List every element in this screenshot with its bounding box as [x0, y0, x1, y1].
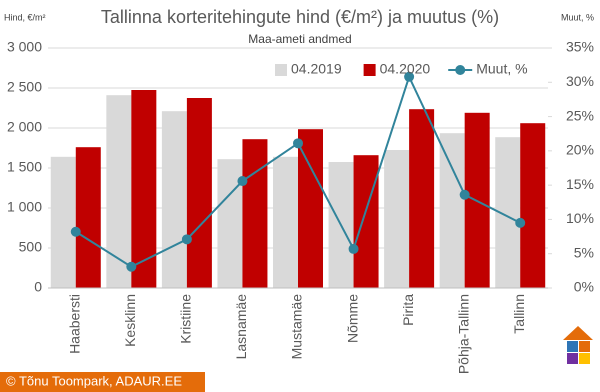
y-tick-label: 500 — [19, 239, 43, 255]
line-point — [126, 261, 137, 272]
y2-tick-label: 20% — [566, 142, 594, 158]
bar — [75, 147, 101, 288]
x-tick-label: Tallinn — [511, 294, 527, 334]
y-tick-label: 0 — [34, 279, 42, 295]
legend-swatch — [363, 64, 376, 76]
y2-tick-label: 30% — [566, 73, 594, 89]
line-point — [515, 217, 526, 228]
x-tick-label: Nõmme — [344, 294, 360, 343]
legend-label: 04.2020 — [380, 61, 431, 77]
y2-tick-label: 10% — [566, 210, 594, 226]
bar — [131, 90, 157, 288]
y2-axis-label: Muut, % — [561, 12, 594, 22]
y2-tick-label: 5% — [574, 244, 594, 260]
y-axis-label: Hind, €/m² — [4, 12, 46, 22]
legend-label: 04.2019 — [291, 61, 342, 77]
y-tick-label: 2 500 — [7, 79, 42, 95]
x-tick-label: Pirita — [400, 294, 416, 326]
x-tick-label: Põhja-Tallinn — [455, 294, 471, 374]
line-point — [181, 234, 192, 245]
line-point — [348, 243, 359, 254]
bar — [273, 156, 298, 288]
line-point — [237, 176, 248, 187]
x-tick-label: Kristiine — [178, 294, 194, 344]
line-point — [404, 71, 415, 82]
bar — [242, 139, 268, 288]
y-tick-label: 3 000 — [7, 39, 42, 55]
bar — [106, 95, 132, 288]
y-tick-label: 1 000 — [7, 199, 42, 215]
legend-label: Muut, % — [476, 61, 527, 77]
source-band — [0, 372, 205, 392]
line-point — [70, 226, 81, 237]
bar — [50, 156, 76, 288]
x-tick-label: Haabersti — [66, 294, 82, 354]
bar — [298, 129, 323, 288]
y2-tick-label: 35% — [566, 39, 594, 55]
y2-tick-label: 15% — [566, 176, 594, 192]
line-point — [459, 189, 470, 200]
bar — [384, 150, 410, 288]
y2-tick-label: 25% — [566, 107, 594, 123]
line-point — [293, 138, 303, 149]
logo — [563, 326, 593, 364]
x-tick-label: Lasnamäe — [233, 294, 249, 360]
bar — [161, 111, 187, 288]
chart-title: Tallinna korteritehingute hind (€/m²) ja… — [101, 7, 499, 27]
y-tick-label: 1 500 — [7, 159, 42, 175]
y-tick-label: 2 000 — [7, 119, 42, 135]
bar — [520, 123, 546, 288]
bar — [186, 98, 212, 288]
bar — [409, 109, 435, 288]
chart-subtitle: Maa-ameti andmed — [248, 32, 351, 46]
legend-swatch — [455, 65, 466, 75]
bar — [353, 155, 379, 288]
source: © Tõnu Toompark, ADAUR.EE — [6, 373, 182, 388]
x-tick-label: Mustamäe — [289, 294, 305, 360]
bar — [439, 133, 465, 288]
x-tick-label: Kesklinn — [122, 294, 138, 347]
legend-swatch — [275, 64, 287, 76]
y2-tick-label: 0% — [574, 279, 594, 295]
